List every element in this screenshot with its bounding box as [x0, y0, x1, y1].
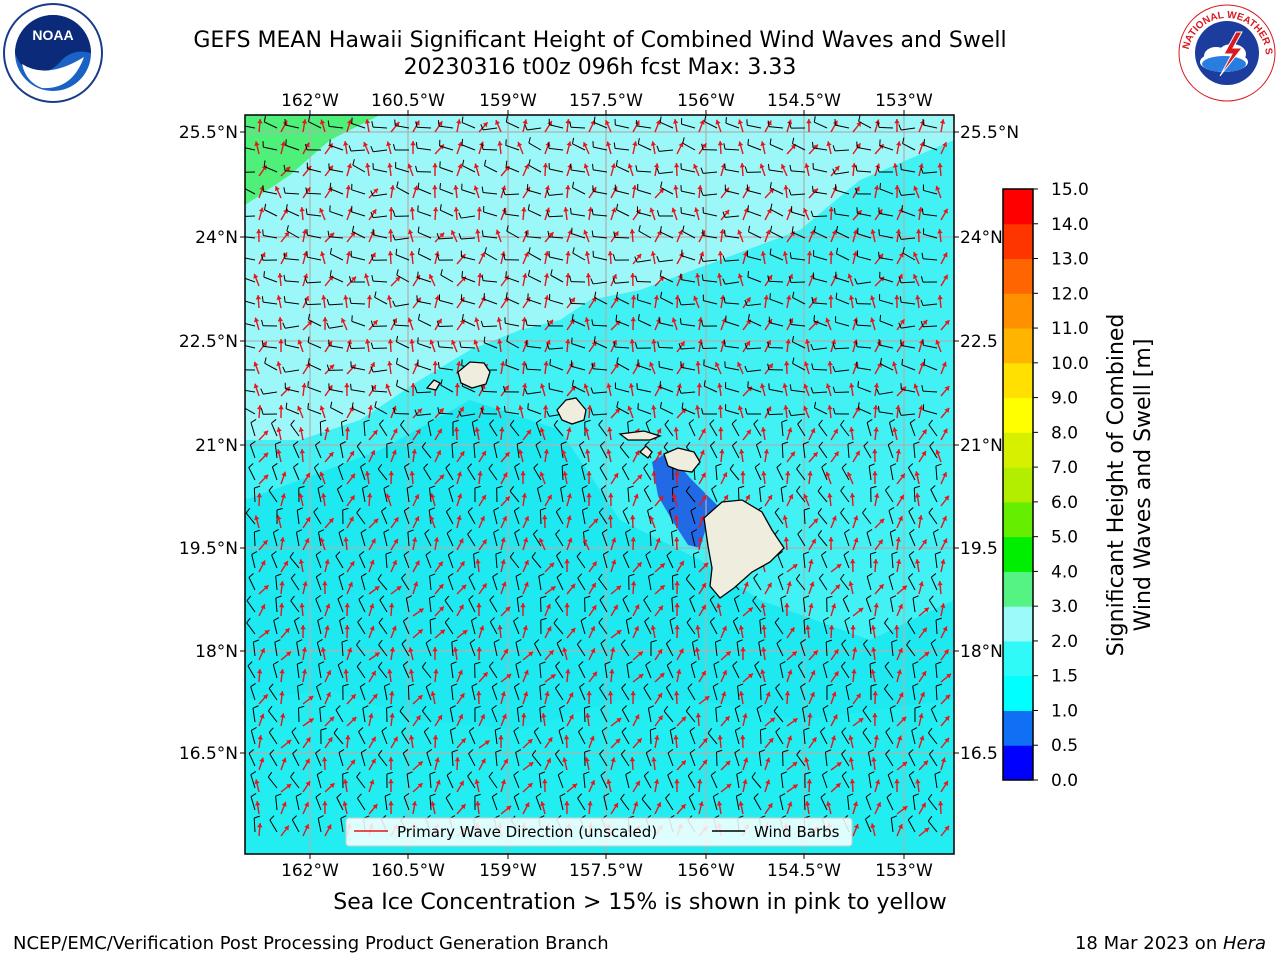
colorbar-tick-label: 13.0 [1051, 250, 1089, 270]
lat-tick-left: 19.5°N [179, 539, 238, 559]
colorbar-swatch [1003, 223, 1033, 260]
colorbar-tick-label: 8.0 [1051, 423, 1078, 443]
lon-tick-bottom: 159°W [479, 861, 537, 881]
lat-tick-right: 18°N [960, 642, 1003, 662]
lon-tick-bottom: 153°W [875, 861, 933, 881]
footer-host: Hera [1222, 933, 1266, 954]
ocean-high-region [245, 115, 954, 440]
colorbar-tick-label: 5.0 [1051, 528, 1078, 548]
lat-tick-right: 16.5 [960, 744, 998, 764]
chart-subtitle: 20230316 t00z 096h fcst Max: 3.33 [403, 55, 797, 80]
colorbar-tick-label: 3.0 [1051, 597, 1078, 617]
colorbar-swatch [1003, 432, 1033, 468]
lon-tick-top: 159°W [479, 91, 537, 111]
noaa-logo-text: NOAA [32, 27, 73, 43]
channel-shallow-region [652, 452, 718, 548]
colorbar-swatch [1003, 293, 1033, 329]
lat-tick-right: 19.5 [960, 539, 998, 559]
island-niihau [425, 379, 441, 391]
colorbar-swatch [1003, 710, 1033, 746]
sea-ice-note: Sea Ice Concentration > 15% is shown in … [333, 890, 947, 915]
nws-logo-icon: NATIONAL WEATHER SERVICE [1176, 2, 1276, 102]
lon-tick-top: 156°W [677, 91, 735, 111]
colorbar-label-line2: Wind Waves and Swell [m] [1131, 339, 1156, 632]
footer-date-text: 18 Mar 2023 on [1074, 933, 1223, 954]
map-canvas: Primary Wave Direction (unscaled) Wind B… [245, 115, 954, 854]
lon-tick-top: 153°W [875, 91, 933, 111]
footer-branch: NCEP/EMC/Verification Post Processing Pr… [13, 933, 609, 954]
colorbar-tick-label: 12.0 [1051, 284, 1089, 304]
map-legend: Primary Wave Direction (unscaled) Wind B… [345, 817, 853, 847]
noaa-logo-icon: NOAA [3, 3, 103, 103]
island-lanai [639, 445, 653, 459]
colorbar: 0.0 0.5 1.0 1.5 2.0 3.0 4.0 5.0 6.0 7.0 8.0 9.0 10.0… [1002, 180, 1089, 791]
colorbar-swatch [1003, 501, 1033, 538]
lat-tick-right: 24°N [960, 228, 1003, 248]
map-frame [244, 114, 955, 855]
legend-wave-label: Primary Wave Direction (unscaled) [397, 823, 657, 841]
lat-tick-left: 16.5°N [179, 744, 238, 764]
legend-barb-label: Wind Barbs [754, 823, 840, 841]
lon-tick-top: 162°W [281, 91, 339, 111]
colorbar-tick-label: 9.0 [1051, 389, 1078, 409]
colorbar-tick-label: 6.0 [1051, 493, 1078, 513]
island-molokai [618, 430, 662, 441]
island-maui [663, 447, 701, 473]
colorbar-tick-label: 7.0 [1051, 458, 1078, 478]
lat-tick-left: 18°N [195, 642, 238, 662]
lat-tick-left: 22.5°N [179, 332, 238, 352]
islands [425, 361, 785, 599]
colorbar-tick-label: 15.0 [1051, 180, 1089, 200]
lat-tick-right: 25.5°N [960, 123, 1019, 143]
colorbar-swatch [1003, 606, 1033, 642]
lat-tick-left: 24°N [195, 228, 238, 248]
colorbar-tick-label: 2.0 [1051, 632, 1078, 652]
lat-tick-right: 22.5 [960, 332, 998, 352]
map-axis-labels: 162°W 162°W 160.5°W 160.5°W 159°W 159°W 157.5°… [179, 91, 1019, 881]
colorbar-tick-label: 14.0 [1051, 215, 1089, 235]
colorbar-tick-label: 11.0 [1051, 319, 1089, 339]
lon-tick-bottom: 154.5°W [767, 861, 841, 881]
colorbar-swatch [1003, 467, 1033, 503]
footer-date: 18 Mar 2023 on Hera [1075, 933, 1266, 954]
max-wave-region [245, 115, 380, 205]
colorbar-swatch [1003, 397, 1033, 433]
colorbar-swatch [1003, 640, 1033, 677]
colorbar-label-line1: Significant Height of Combined [1104, 314, 1129, 657]
colorbar-swatch [1003, 536, 1033, 572]
lon-tick-top: 157.5°W [569, 91, 643, 111]
chart-title: GEFS MEAN Hawaii Significant Height of C… [193, 28, 1007, 53]
colorbar-swatch [1003, 745, 1033, 781]
island-hawaii [703, 499, 785, 599]
colorbar-tick-label: 1.5 [1051, 667, 1078, 687]
lon-tick-bottom: 160.5°W [371, 861, 445, 881]
lon-tick-top: 154.5°W [767, 91, 841, 111]
colorbar-tick-label: 4.0 [1051, 562, 1078, 582]
colorbar-tick-label: 10.0 [1051, 354, 1089, 374]
island-oahu [556, 397, 587, 425]
lon-tick-bottom: 157.5°W [569, 861, 643, 881]
lat-tick-left: 25.5°N [179, 123, 238, 143]
island-kauai [457, 361, 491, 389]
colorbar-swatch [1003, 328, 1033, 364]
lon-tick-bottom: 162°W [281, 861, 339, 881]
colorbar-swatch [1003, 189, 1033, 225]
colorbar-tick-label: 0.5 [1051, 736, 1078, 756]
colorbar-swatch [1003, 675, 1033, 711]
lon-tick-bottom: 156°W [677, 861, 735, 881]
colorbar-frame [1002, 188, 1034, 781]
wave-and-wind-field [245, 115, 952, 837]
lat-tick-right: 21°N [960, 436, 1003, 456]
lon-tick-top: 160.5°W [371, 91, 445, 111]
colorbar-tick-label: 0.0 [1051, 771, 1078, 791]
colorbar-swatch [1003, 362, 1033, 399]
colorbar-swatch [1003, 571, 1033, 607]
lat-tick-left: 21°N [195, 436, 238, 456]
colorbar-swatch [1003, 258, 1033, 294]
colorbar-tick-label: 1.0 [1051, 701, 1078, 721]
